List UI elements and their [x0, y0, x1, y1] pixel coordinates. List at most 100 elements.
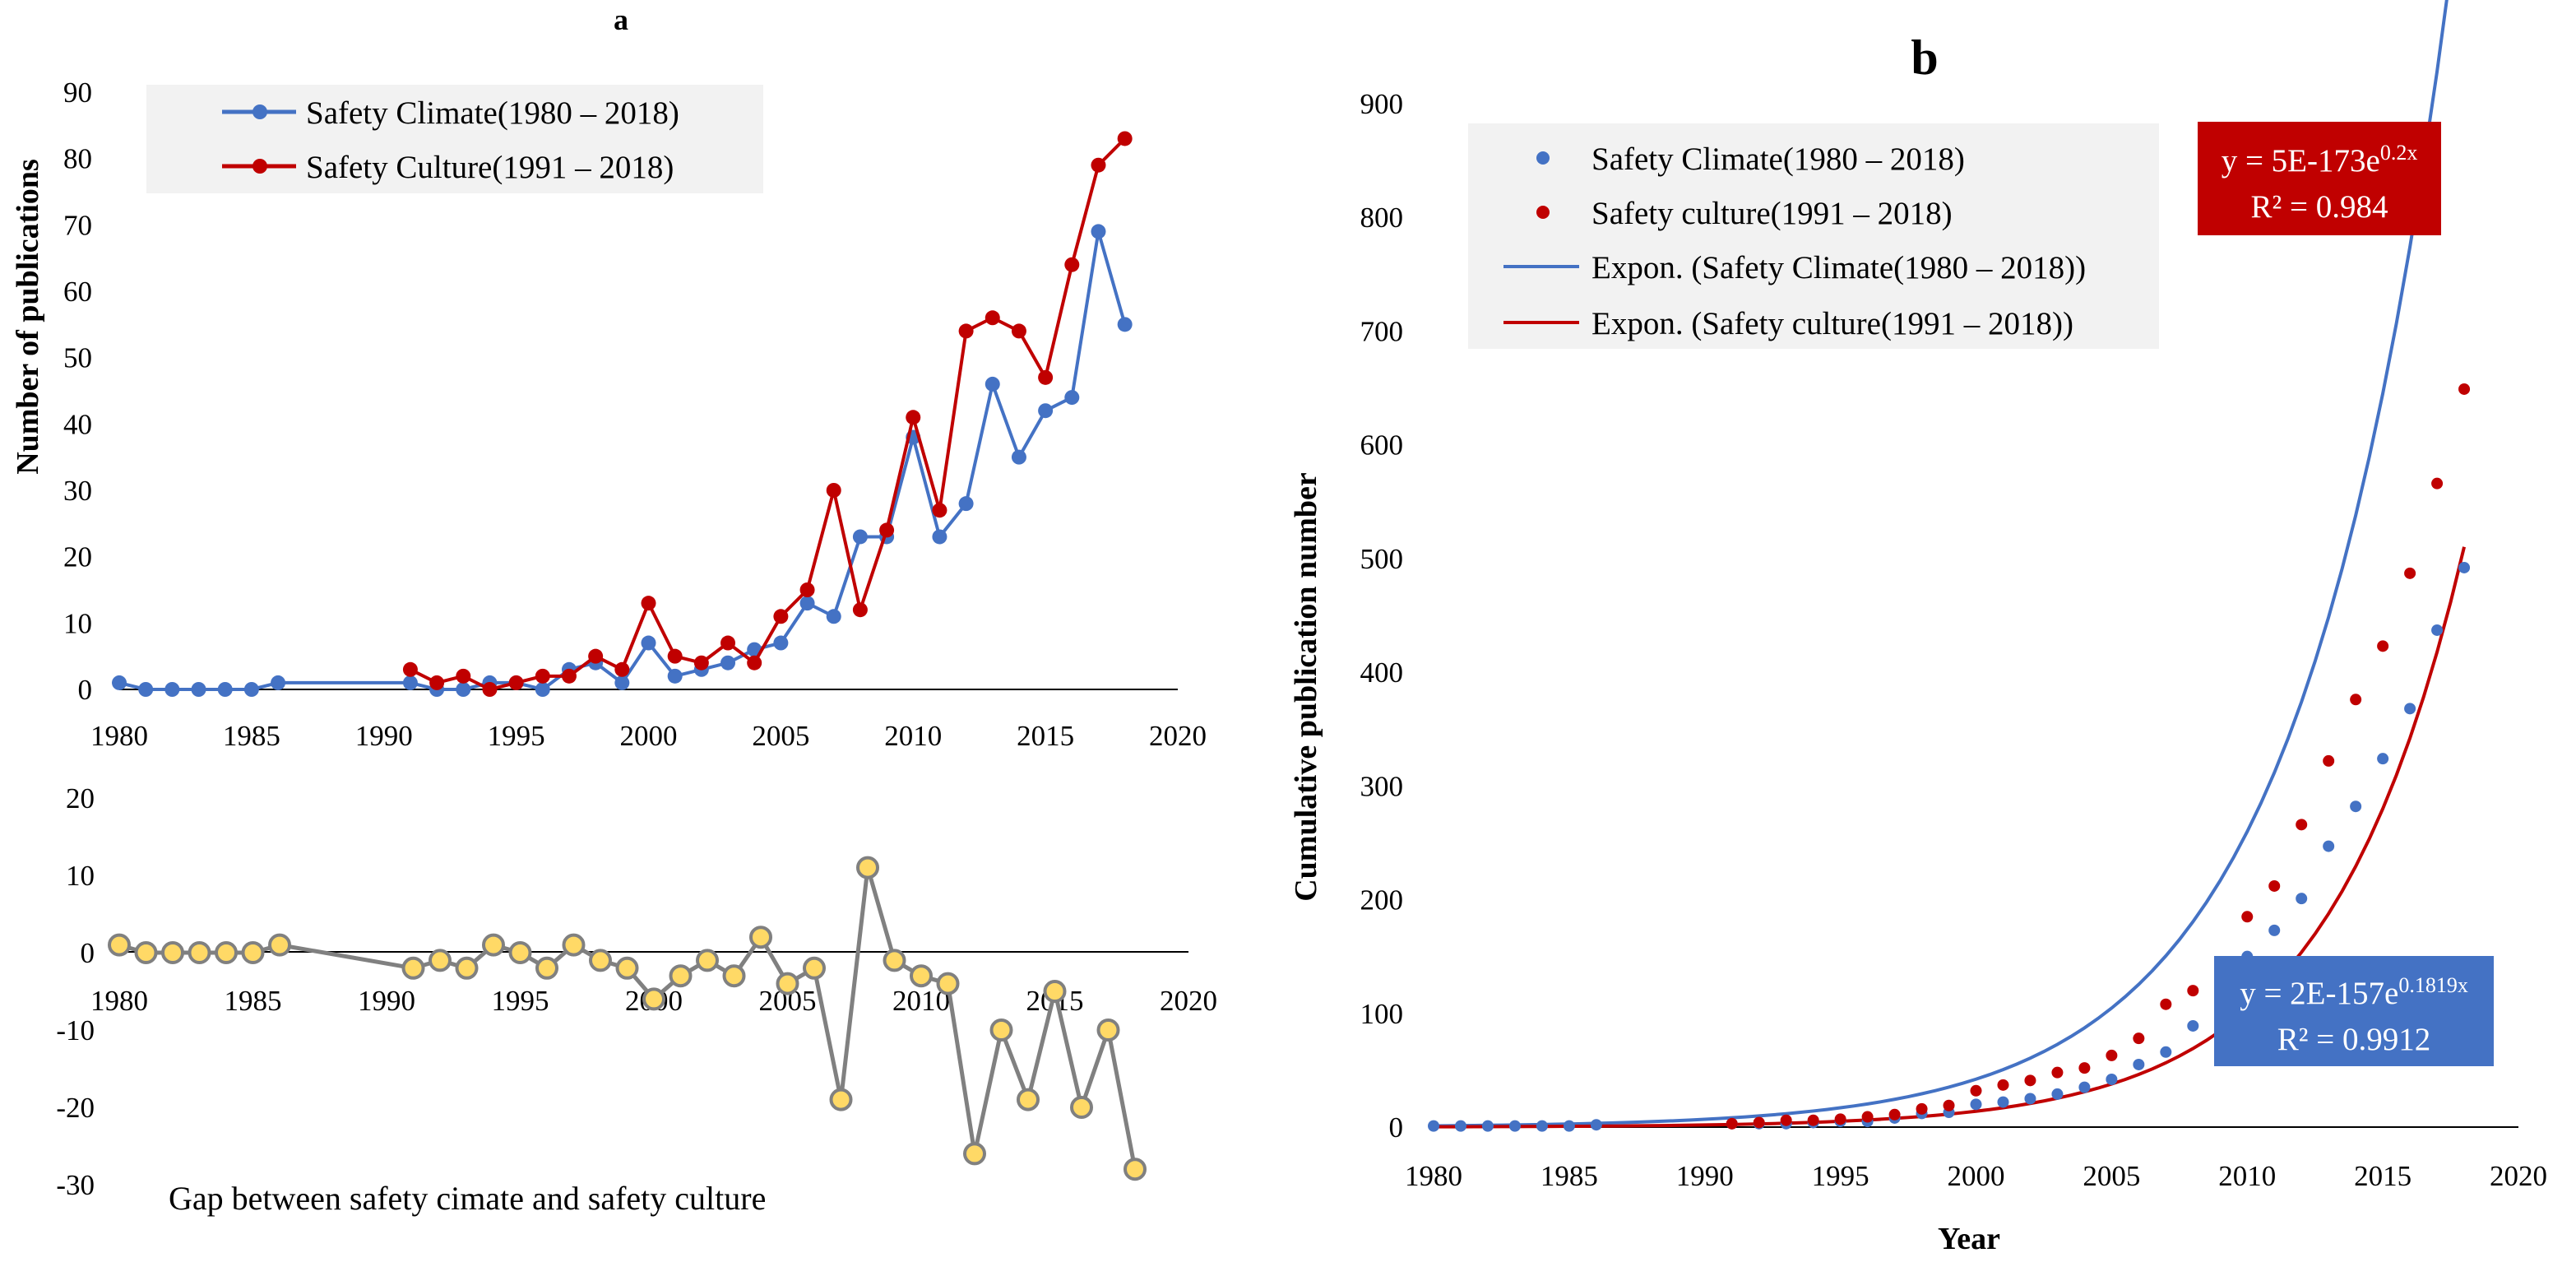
a-bot-x-tick-label: 1985: [225, 985, 282, 1017]
gap-point: [1124, 1158, 1147, 1181]
b-point-climate: [2187, 1019, 2199, 1032]
a-top-y-tick-label: 40: [63, 408, 92, 440]
a-top-point-climate: [1091, 224, 1106, 239]
chart-a-top: a Number of publications 0 10 20 30 40 50 60 70…: [11, 3, 1207, 752]
a-top-point-culture: [641, 596, 656, 611]
a-top-legend-marker-climate: [253, 104, 267, 119]
a-bot-y-tick-label: -10: [56, 1014, 95, 1046]
gap-point: [883, 949, 906, 972]
b-point-culture: [1888, 1108, 1901, 1121]
b-point-climate: [2296, 893, 2308, 905]
a-top-x-tick-label: 1990: [355, 720, 413, 752]
b-point-climate: [1997, 1096, 2009, 1108]
a-top-point-climate: [456, 682, 471, 697]
a-bot-y-tick-label: 0: [81, 937, 95, 969]
a-top-point-culture: [402, 661, 418, 677]
a-top-point-climate: [164, 682, 180, 697]
b-point-climate: [2024, 1093, 2036, 1105]
a-bot-x-tick-label: 2020: [1160, 985, 1217, 1017]
b-point-culture: [2377, 640, 2389, 652]
b-point-culture: [2051, 1066, 2064, 1079]
a-top-y-tick-label: 80: [63, 143, 92, 175]
b-point-climate: [2323, 840, 2335, 852]
b-point-climate: [2078, 1081, 2091, 1093]
climate-equation-exponent: 0.1819x: [2398, 973, 2468, 997]
a-bot-y-tick-label: -30: [56, 1169, 95, 1201]
gap-point: [989, 1018, 1013, 1042]
a-top-point-climate: [799, 596, 815, 611]
culture-equation-exponent: 0.2x: [2380, 141, 2418, 165]
a-top-y-tick-label: 50: [63, 342, 92, 374]
a-top-point-culture: [932, 503, 947, 518]
culture-equation-box: [2198, 122, 2441, 235]
b-y-tick-label: 400: [1360, 657, 1404, 689]
a-top-x-tick-label: 2000: [620, 720, 678, 752]
b-point-culture: [1916, 1102, 1928, 1115]
a-top-legend-label-culture: Safety Culture(1991 – 2018): [306, 150, 674, 185]
b-legend-label-culture-trend: Expon. (Safety culture(1991 – 2018)): [1591, 306, 2073, 341]
b-x-axis-title: Year: [1938, 1222, 2000, 1256]
gap-point: [615, 956, 639, 980]
b-point-culture: [1780, 1114, 1792, 1126]
gap-point: [1070, 1096, 1093, 1119]
gap-point: [1096, 1018, 1120, 1042]
b-point-climate: [1536, 1120, 1548, 1132]
b-point-culture: [2268, 879, 2281, 892]
b-x-tick-label: 1980: [1405, 1160, 1462, 1192]
b-x-tick-label: 1995: [1812, 1160, 1869, 1192]
gap-point: [268, 933, 291, 957]
gap-point: [910, 964, 933, 988]
a-top-point-culture: [747, 655, 762, 670]
b-x-tick-label: 1985: [1541, 1160, 1598, 1192]
gap-point: [188, 941, 211, 964]
b-point-culture: [1807, 1114, 1819, 1126]
a-top-y-tick-label: 0: [78, 674, 93, 706]
b-point-climate: [2051, 1088, 2064, 1100]
b-point-climate: [2458, 561, 2471, 573]
a-top-point-culture: [826, 483, 841, 498]
a-top-point-climate: [958, 496, 974, 512]
culture-equation: y = 5E-173e0.2x: [2222, 141, 2418, 179]
a-top-x-tick-label: 1995: [488, 720, 545, 752]
gap-series-line: [118, 865, 1137, 1170]
b-point-culture: [2241, 911, 2254, 923]
b-point-climate: [1590, 1119, 1602, 1131]
gap-point: [829, 1088, 853, 1111]
a-top-legend-box: [146, 85, 763, 193]
b-point-climate: [1563, 1120, 1575, 1132]
a-top-point-climate: [402, 675, 418, 690]
b-legend-box: [1468, 123, 2159, 349]
a-top-point-culture: [773, 609, 789, 624]
a-top-point-climate: [217, 682, 233, 697]
gap-point: [936, 972, 960, 995]
b-y-tick-label: 300: [1360, 770, 1404, 802]
a-top-point-culture: [1091, 157, 1106, 173]
b-point-culture: [2160, 998, 2172, 1010]
b-x-tick-label: 2005: [2083, 1160, 2140, 1192]
a-top-point-culture: [456, 668, 471, 684]
b-point-climate: [2377, 753, 2389, 765]
a-top-x-tick-label: 2020: [1149, 720, 1207, 752]
b-legend-marker-culture: [1536, 206, 1550, 219]
a-bot-x-tick-label: 1980: [90, 985, 148, 1017]
b-y-tick-label: 900: [1360, 88, 1404, 120]
a-bot-y-tick-label: -20: [56, 1092, 95, 1124]
b-point-climate: [1481, 1120, 1494, 1132]
a-top-point-culture: [561, 668, 577, 684]
b-point-culture: [2458, 383, 2471, 395]
a-top-series-line-culture: [410, 137, 1127, 691]
b-point-climate: [2404, 703, 2416, 715]
gap-point: [669, 964, 693, 988]
a-top-point-climate: [112, 675, 127, 690]
a-top-point-culture: [799, 582, 815, 597]
b-point-climate: [1508, 1120, 1521, 1132]
a-top-point-climate: [932, 529, 947, 545]
a-top-point-climate: [535, 682, 550, 697]
gap-point: [963, 1142, 986, 1166]
a-top-point-culture: [1038, 369, 1054, 385]
b-point-culture: [2024, 1074, 2036, 1087]
b-point-climate: [1970, 1098, 1982, 1111]
a-top-series-line-climate: [118, 230, 1127, 691]
a-top-point-climate: [243, 682, 259, 697]
a-top-point-climate: [1011, 449, 1026, 465]
